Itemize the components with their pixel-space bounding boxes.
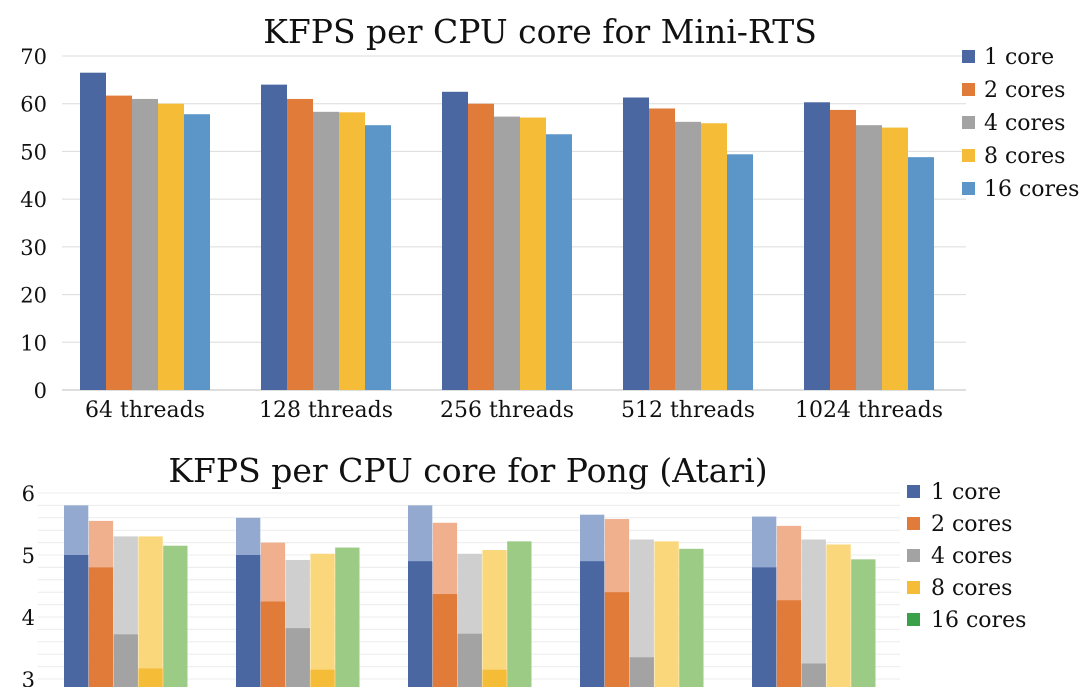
chart-title: KFPS per CPU core for Pong (Atari) <box>168 451 767 490</box>
y-tick-label: 60 <box>20 93 47 117</box>
bar <box>113 634 138 687</box>
bar <box>882 127 908 391</box>
chart-minirts: KFPS per CPU core for Mini-RTS 0 10 20 30 40… <box>20 12 1079 423</box>
bar <box>468 103 494 390</box>
bar <box>482 669 507 687</box>
bar-upper <box>482 550 507 687</box>
bar <box>132 98 158 390</box>
bar-upper <box>801 539 826 687</box>
bar <box>580 561 605 687</box>
bar <box>629 657 654 687</box>
bar <box>701 123 727 390</box>
y-tick-label: 10 <box>20 331 47 355</box>
bar-upper <box>507 541 532 687</box>
bar <box>260 601 286 687</box>
bar <box>520 117 546 391</box>
legend-swatch <box>962 50 975 63</box>
bar <box>432 594 458 687</box>
bar <box>604 592 630 687</box>
legend-swatch <box>907 517 920 530</box>
bar-upper <box>679 548 704 687</box>
bar <box>138 668 163 687</box>
legend-label: 2 cores <box>984 78 1065 103</box>
bar <box>261 84 287 390</box>
bar <box>546 134 572 390</box>
bar <box>158 103 184 390</box>
bar <box>80 72 106 390</box>
legend-label: 8 cores <box>931 576 1012 601</box>
legend-label: 4 cores <box>931 544 1012 569</box>
bar <box>776 600 802 687</box>
bar <box>908 157 934 390</box>
bar-upper <box>138 536 163 687</box>
bar <box>408 561 433 687</box>
y-tick-label: 40 <box>20 188 47 212</box>
y-tick-label: 30 <box>20 236 47 260</box>
legend-swatch <box>962 83 975 96</box>
legend-label: 8 cores <box>984 144 1065 169</box>
legend-swatch <box>907 613 920 626</box>
bar <box>804 102 830 390</box>
bar-upper <box>851 559 876 687</box>
bar-upper <box>310 553 335 687</box>
bar <box>365 125 391 390</box>
bar-upper <box>335 547 360 687</box>
legend-label: 16 cores <box>984 177 1079 202</box>
chart-title: KFPS per CPU core for Mini-RTS <box>263 12 817 51</box>
bar <box>64 555 89 687</box>
legend-label: 1 core <box>984 45 1054 70</box>
y-tick-label: 6 <box>22 482 35 506</box>
bar <box>457 633 482 687</box>
x-tick-label: 1024 threads <box>795 398 943 423</box>
bar <box>442 91 468 391</box>
bar <box>313 111 339 390</box>
bar <box>236 555 261 687</box>
x-tick-label: 512 threads <box>621 398 755 423</box>
y-tick-label: 0 <box>34 379 47 403</box>
legend-label: 1 core <box>931 480 1001 505</box>
chart-pong: KFPS per CPU core for Pong (Atari) 3 4 5 6 1… <box>22 451 1026 687</box>
bar <box>287 98 313 390</box>
legend-label: 16 cores <box>931 608 1026 633</box>
bar-upper <box>826 544 851 687</box>
legend-swatch <box>962 182 975 195</box>
y-tick-label: 4 <box>22 606 35 630</box>
bar-upper <box>163 545 188 687</box>
bar <box>184 114 210 390</box>
bar <box>623 97 649 391</box>
bar-upper <box>654 541 679 687</box>
bar <box>856 125 882 390</box>
legend-swatch <box>962 149 975 162</box>
bar <box>494 116 520 391</box>
bar <box>106 95 132 391</box>
y-tick-label: 70 <box>20 45 47 69</box>
x-tick-label: 128 threads <box>259 398 393 423</box>
legend-swatch <box>907 581 920 594</box>
bar <box>752 567 777 687</box>
x-tick-label: 64 threads <box>85 398 205 423</box>
bar <box>727 154 753 390</box>
y-tick-label: 3 <box>22 668 35 687</box>
bar <box>310 669 335 687</box>
legend-swatch <box>907 549 920 562</box>
y-tick-label: 20 <box>20 284 47 308</box>
legend-label: 2 cores <box>931 512 1012 537</box>
bar <box>830 109 856 390</box>
y-tick-label: 5 <box>22 544 35 568</box>
bar <box>339 112 365 390</box>
bar <box>649 108 675 390</box>
bar <box>675 121 701 391</box>
legend-swatch <box>907 485 920 498</box>
legend-swatch <box>962 116 975 129</box>
bar <box>88 567 114 687</box>
legend-label: 4 cores <box>984 111 1065 136</box>
bar <box>285 628 310 687</box>
y-tick-label: 50 <box>20 140 47 164</box>
x-tick-label: 256 threads <box>440 398 574 423</box>
bar <box>801 663 826 687</box>
